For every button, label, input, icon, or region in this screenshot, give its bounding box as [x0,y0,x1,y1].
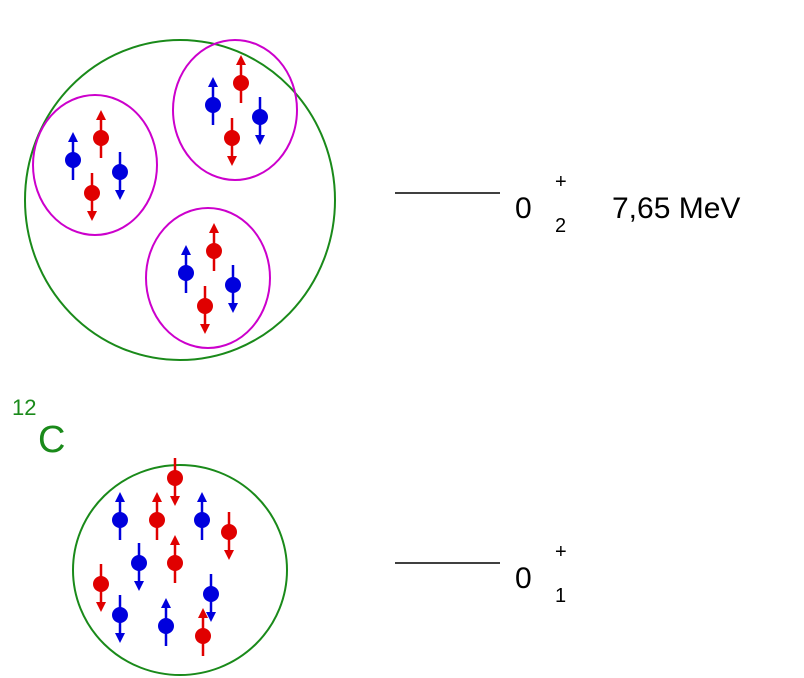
level-energy: 7,65 MeV [612,192,740,225]
alpha-cluster [33,95,157,235]
proton [84,185,100,201]
alpha-cluster [173,40,297,180]
proton [93,576,109,592]
proton [167,555,183,571]
proton [224,130,240,146]
neutron [131,555,147,571]
neutron [203,586,219,602]
neutron [252,109,268,125]
proton [233,75,249,91]
neutron [225,277,241,293]
neutron [65,152,81,168]
element-symbol: C [38,419,65,461]
level-index: 1 [555,585,566,607]
proton [197,298,213,314]
neutron [112,164,128,180]
neutron [112,607,128,623]
proton [149,512,165,528]
mass-number: 12 [12,395,36,420]
neutron [158,618,174,634]
ground-nucleus [73,465,287,675]
level-index: 2 [555,215,566,237]
level-parity: + [555,171,567,193]
level-spin: 0 [515,192,532,225]
nucleons [65,60,268,656]
proton [206,243,222,259]
excited-nucleus [25,40,335,360]
proton [221,524,237,540]
alpha-cluster [146,208,270,348]
proton [167,470,183,486]
neutron [205,97,221,113]
neutron [178,265,194,281]
diagram: 0 + 2 7,65 MeV 0 + 1 12 C [0,0,804,678]
proton [93,130,109,146]
level-spin: 0 [515,562,532,595]
proton [195,628,211,644]
neutron [112,512,128,528]
level-parity: + [555,541,567,563]
neutron [194,512,210,528]
